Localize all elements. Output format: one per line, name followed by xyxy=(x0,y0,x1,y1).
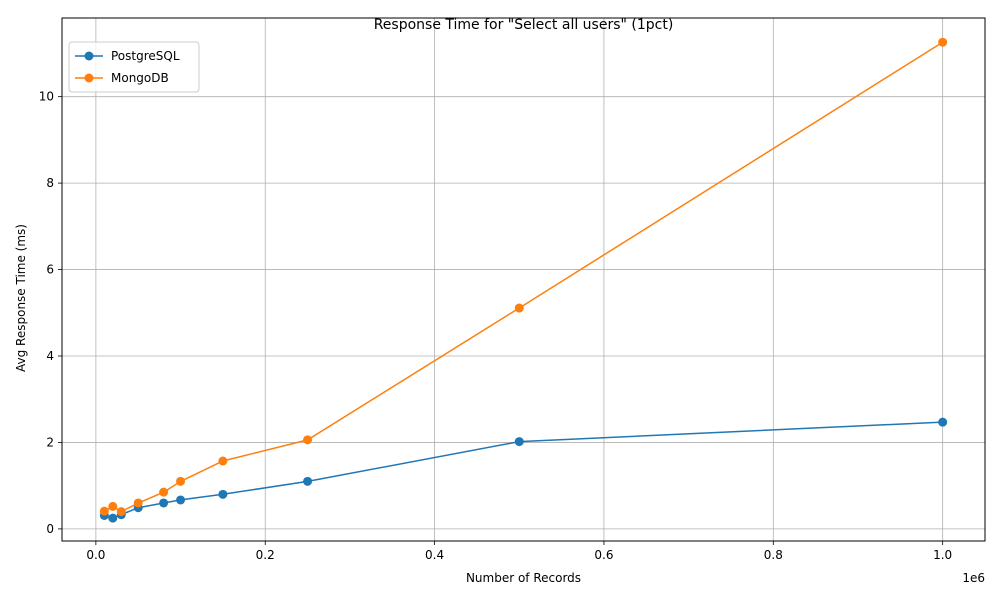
x-tick-label: 0.2 xyxy=(256,548,275,562)
legend-marker-mongodb xyxy=(84,73,94,83)
series-layer xyxy=(99,37,948,523)
y-tick-label: 2 xyxy=(46,435,54,449)
data-point-postgresql xyxy=(303,476,313,486)
data-point-postgresql xyxy=(218,489,228,499)
y-tick-label: 10 xyxy=(39,90,54,104)
x-tick-label: 0.8 xyxy=(764,548,783,562)
x-offset-label: 1e6 xyxy=(962,571,985,585)
x-tick-label: 0.6 xyxy=(594,548,613,562)
data-point-postgresql xyxy=(514,437,524,447)
y-tick-label: 4 xyxy=(46,349,54,363)
series-line-mongodb xyxy=(103,41,944,513)
data-point-mongodb xyxy=(176,476,186,486)
legend-label-mongodb: MongoDB xyxy=(111,71,169,85)
data-point-mongodb xyxy=(218,456,228,466)
data-point-mongodb xyxy=(133,498,143,508)
y-axis-label: Avg Response Time (ms) xyxy=(14,224,28,372)
x-tick-label: 0.0 xyxy=(86,548,105,562)
data-point-mongodb xyxy=(159,487,169,497)
data-point-mongodb xyxy=(514,303,524,313)
legend-label-postgresql: PostgreSQL xyxy=(111,49,180,63)
chart-title: Response Time for "Select all users" (1p… xyxy=(374,17,674,33)
legend-marker-postgresql xyxy=(84,51,94,61)
x-tick-label: 1.0 xyxy=(933,548,952,562)
x-tick-label: 0.4 xyxy=(425,548,444,562)
series-line-postgresql xyxy=(104,421,943,519)
data-point-postgresql xyxy=(176,495,186,505)
y-tick-label: 6 xyxy=(46,263,54,277)
data-point-mongodb xyxy=(99,506,109,516)
data-point-postgresql xyxy=(938,417,948,427)
legend-box xyxy=(68,41,200,93)
data-point-mongodb xyxy=(108,501,118,511)
data-point-postgresql xyxy=(159,498,169,508)
x-axis-label: Number of Records xyxy=(466,571,581,585)
legend: PostgreSQL MongoDB xyxy=(68,41,200,93)
data-point-mongodb xyxy=(303,435,313,445)
y-tick-label: 0 xyxy=(46,522,54,536)
data-point-mongodb xyxy=(116,507,126,517)
y-tick-label: 8 xyxy=(46,176,54,190)
data-point-postgresql xyxy=(108,513,118,523)
ticks: 0.0 0.2 0.4 0.6 0.8 1.0 0 2 4 6 8 10 xyxy=(39,90,952,562)
plot-frame xyxy=(61,17,986,542)
grid xyxy=(62,18,985,541)
data-point-mongodb xyxy=(938,37,948,47)
